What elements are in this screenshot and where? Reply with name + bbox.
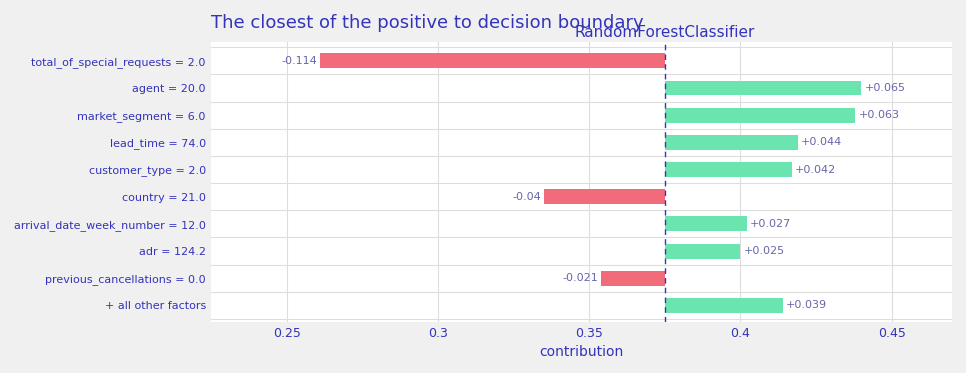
Text: -0.021: -0.021: [562, 273, 598, 283]
Text: The closest of the positive to decision boundary: The closest of the positive to decision …: [212, 14, 644, 32]
Bar: [665, 162, 792, 177]
Text: +0.065: +0.065: [865, 83, 905, 93]
Bar: [665, 216, 747, 231]
Bar: [544, 189, 665, 204]
Text: RandomForestClassifier: RandomForestClassifier: [575, 25, 755, 40]
Bar: [320, 53, 665, 68]
Text: -0.04: -0.04: [512, 192, 541, 202]
Bar: [665, 298, 782, 313]
Text: +0.042: +0.042: [795, 164, 837, 175]
Text: +0.063: +0.063: [859, 110, 899, 120]
Text: +0.027: +0.027: [750, 219, 791, 229]
Text: +0.044: +0.044: [801, 137, 842, 147]
Text: -0.114: -0.114: [281, 56, 317, 66]
Bar: [665, 108, 855, 123]
Bar: [665, 135, 798, 150]
Bar: [665, 244, 741, 258]
Text: +0.025: +0.025: [744, 246, 784, 256]
Text: +0.039: +0.039: [785, 300, 827, 310]
Bar: [665, 81, 862, 95]
Bar: [602, 271, 665, 286]
X-axis label: contribution: contribution: [540, 345, 624, 359]
